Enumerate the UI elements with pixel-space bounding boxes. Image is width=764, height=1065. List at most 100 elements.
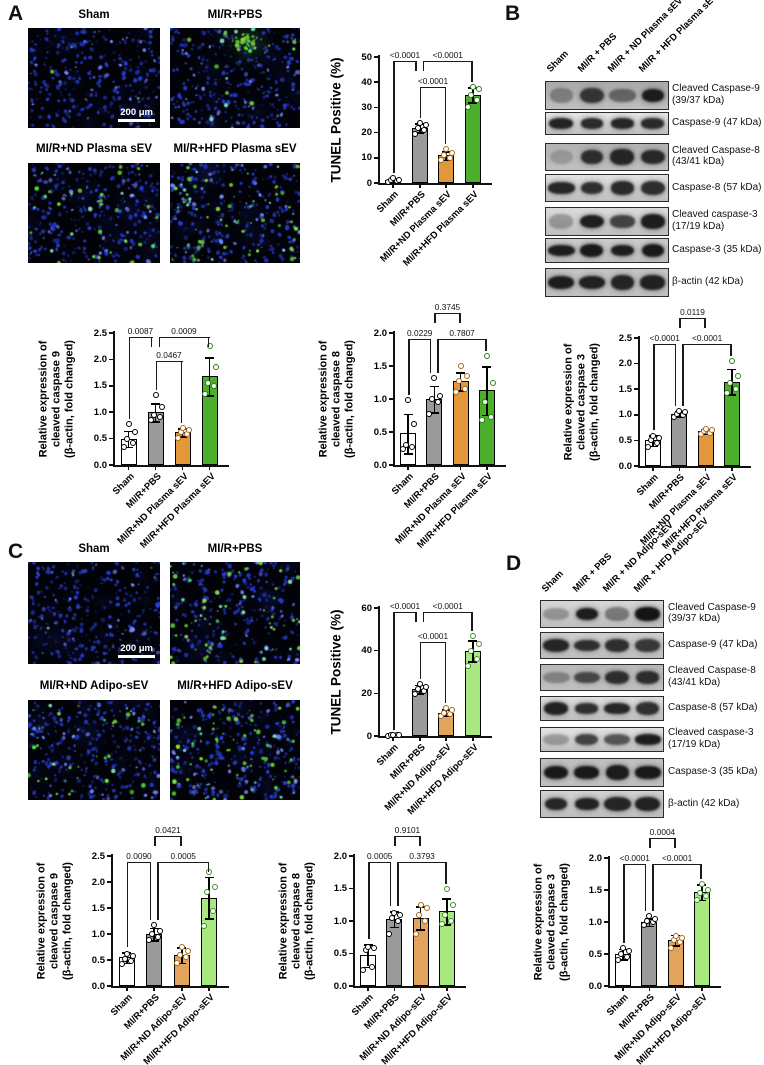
y-axis-label: Relative expression of cleaved caspase 3(… bbox=[563, 343, 602, 461]
pvalue-bracket bbox=[408, 339, 432, 341]
data-point bbox=[463, 372, 470, 379]
error-bar-cap bbox=[456, 390, 466, 392]
tunel-image-canvas bbox=[170, 700, 300, 800]
pvalue-bracket-tick bbox=[181, 361, 183, 424]
blot-band bbox=[641, 88, 664, 103]
pvalue-bracket-tick bbox=[393, 612, 395, 730]
chart-aC9: 0.0 0.5 1.0 1.5 2.0 2.5 Relative expression of… bbox=[30, 286, 256, 551]
pvalue-bracket bbox=[419, 642, 447, 644]
y-tick bbox=[389, 365, 393, 367]
blot-band bbox=[605, 638, 630, 653]
data-point bbox=[150, 411, 157, 418]
chart-aC8: 0.0 0.5 1.0 1.5 2.0 Relative expression of cle… bbox=[287, 286, 507, 551]
y-tick bbox=[634, 439, 638, 442]
blot-band bbox=[548, 275, 575, 289]
y-axis bbox=[608, 856, 610, 986]
error-bar-cap bbox=[482, 414, 492, 417]
y-tick bbox=[109, 385, 113, 387]
pvalue-bracket-tick bbox=[459, 313, 461, 323]
blot-row bbox=[540, 758, 664, 787]
data-point bbox=[489, 379, 496, 386]
y-axis-label-line: cleaved caspase 3 bbox=[575, 353, 588, 451]
pvalue-bracket bbox=[158, 337, 210, 339]
y-tick bbox=[107, 985, 111, 987]
blot-band bbox=[641, 118, 665, 129]
pvalue-bracket bbox=[154, 836, 182, 838]
data-point bbox=[146, 937, 153, 944]
bar bbox=[671, 413, 688, 466]
pvalue-bracket-tick bbox=[704, 318, 706, 328]
blot-protein-name: Caspase-3 (35 kDa) bbox=[668, 766, 758, 777]
pvalue-label: 0.0119 bbox=[680, 307, 705, 317]
chart-aTunel: 0 10 20 30 40 50 TUNEL Positive (%) Sham MI/R+PB… bbox=[328, 25, 492, 275]
pvalue-label: <0.0001 bbox=[432, 50, 463, 60]
error-bar-cap bbox=[177, 962, 187, 965]
x-axis bbox=[111, 986, 229, 988]
pvalue-bracket bbox=[653, 344, 677, 346]
x-tick bbox=[154, 467, 157, 470]
blot-band bbox=[635, 607, 661, 621]
blot-protein-kda: (17/19 kDa) bbox=[668, 738, 721, 750]
error-bar-cap bbox=[648, 445, 658, 448]
x-tick bbox=[393, 988, 396, 991]
data-point bbox=[732, 386, 739, 393]
data-point bbox=[118, 961, 125, 968]
pvalue-bracket-tick bbox=[149, 862, 152, 920]
blot-band bbox=[575, 607, 598, 621]
x-tick bbox=[731, 468, 733, 471]
blot-band bbox=[578, 276, 605, 289]
y-axis-label-line: Relative expression of bbox=[532, 863, 545, 981]
pvalue-bracket-tick bbox=[158, 337, 160, 347]
y-axis-label-line: cleaved caspase 3 bbox=[545, 873, 558, 971]
error-bar-cap bbox=[389, 926, 399, 929]
blot-band bbox=[543, 733, 570, 746]
y-axis-label: Relative expression of cleaved caspase 8(… bbox=[278, 862, 317, 980]
x-tick bbox=[674, 988, 677, 991]
blot-row bbox=[545, 268, 669, 297]
data-point bbox=[414, 686, 421, 693]
x-tick bbox=[704, 468, 707, 471]
tunel-image-canvas bbox=[170, 163, 300, 263]
y-tick bbox=[107, 933, 111, 935]
y-tick-label: 0.5 bbox=[91, 954, 105, 966]
data-point bbox=[210, 382, 217, 389]
y-tick bbox=[349, 855, 353, 857]
blot-row bbox=[540, 790, 664, 818]
chart-bC3: 0.0 0.5 1.0 1.5 2.0 2.5 Relative expression of… bbox=[520, 288, 755, 552]
blot-row bbox=[545, 207, 669, 236]
data-point bbox=[158, 403, 165, 410]
y-tick bbox=[634, 465, 638, 467]
pvalue-bracket-tick bbox=[408, 339, 410, 396]
pvalue-bracket-tick bbox=[649, 838, 651, 848]
error-bar-cap bbox=[149, 927, 159, 930]
x-tick bbox=[433, 467, 436, 470]
y-tick bbox=[374, 106, 378, 109]
x-tick bbox=[701, 988, 703, 991]
blot-protein-name: Caspase-8 (57 kDa) bbox=[668, 702, 758, 713]
pvalue-label: 0.0087 bbox=[127, 326, 154, 336]
x-tick-label: Sham bbox=[374, 189, 402, 216]
y-axis bbox=[113, 331, 115, 465]
data-point bbox=[702, 425, 709, 432]
pvalue-bracket-tick bbox=[471, 61, 473, 83]
tunel-image: 200 μm bbox=[28, 28, 160, 128]
pvalue-bracket-tick bbox=[679, 318, 681, 328]
panel-letter-c: C bbox=[8, 540, 24, 563]
tunel-image bbox=[28, 700, 160, 800]
blot-protein-kda: (43/41 kDa) bbox=[672, 156, 725, 167]
y-axis bbox=[638, 336, 640, 466]
y-tick bbox=[107, 881, 111, 883]
blot-band bbox=[604, 733, 631, 746]
error-bar-cap bbox=[441, 715, 451, 718]
x-tick bbox=[418, 738, 421, 741]
y-tick-label: 20 bbox=[361, 127, 372, 139]
y-tick bbox=[389, 464, 393, 466]
error-bar-cap bbox=[618, 959, 628, 961]
error-bar-cap bbox=[204, 918, 214, 920]
data-point bbox=[129, 439, 136, 446]
blot-row bbox=[545, 143, 669, 171]
blot-row bbox=[545, 112, 669, 135]
blot-protein-name: Caspase-8 (57 kDa) bbox=[672, 181, 762, 193]
y-axis-label-line: (β-actin, fold changed) bbox=[558, 863, 571, 981]
data-point bbox=[487, 414, 494, 421]
